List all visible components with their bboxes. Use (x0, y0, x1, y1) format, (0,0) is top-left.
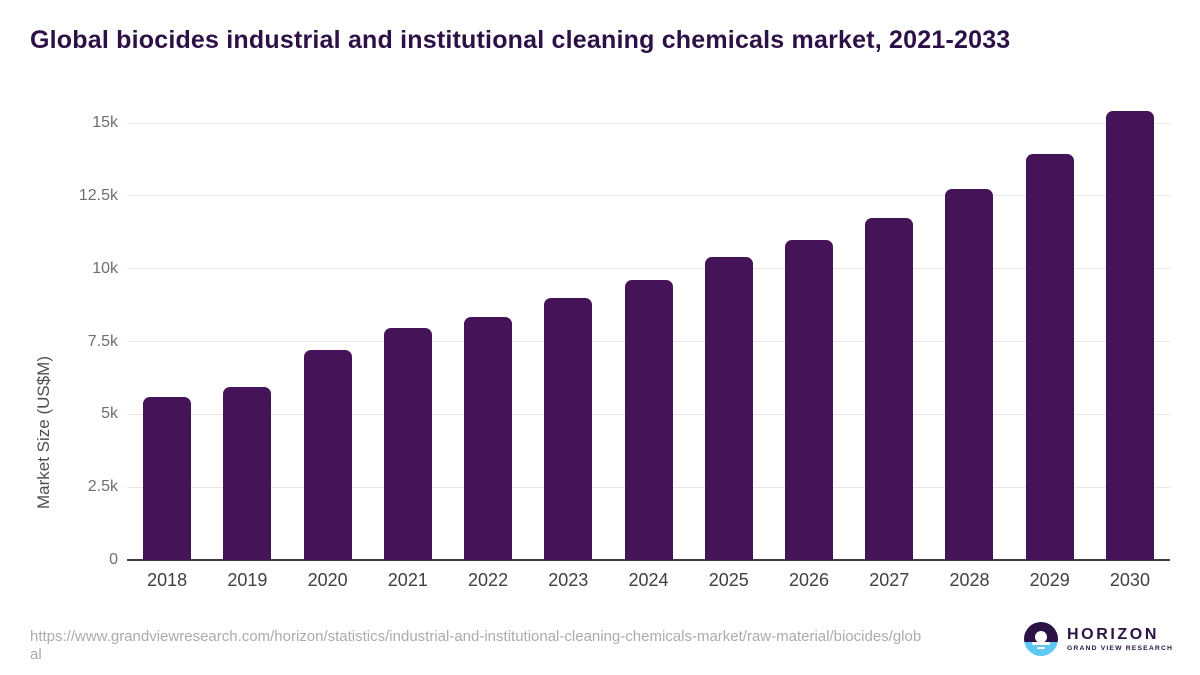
y-tick-label: 0 (109, 551, 118, 568)
x-tick-label: 2022 (468, 570, 509, 590)
horizon-logo-icon (1024, 622, 1058, 656)
bar (865, 218, 914, 560)
x-tick-label: 2020 (307, 570, 348, 590)
bar-slot (528, 100, 608, 560)
y-tick-label: 12.5k (78, 186, 118, 204)
chart-title: Global biocides industrial and instituti… (30, 26, 1011, 54)
bar-chart: Market Size (US$M) 0 2.5k 5k 7.5k 10k 12.5k 15… (0, 100, 1200, 600)
x-tick-label: 2024 (628, 570, 669, 590)
x-tick-label: 2030 (1109, 570, 1150, 590)
logo-name: HORIZON (1067, 626, 1159, 643)
logo-horizon-line (1032, 642, 1050, 645)
gridline (127, 122, 1170, 124)
x-tick-label: 2026 (788, 570, 830, 590)
gridline (127, 268, 1170, 270)
logo-text: HORIZON GRAND VIEW RESEARCH (1067, 626, 1173, 652)
y-tick-label: 2.5k (87, 478, 118, 496)
logo-subtitle: GRAND VIEW RESEARCH (1067, 645, 1174, 652)
bars-layer (127, 100, 1170, 560)
x-tick-label: 2029 (1029, 570, 1070, 590)
bar (303, 350, 352, 560)
y-tick-label: 10k (92, 259, 118, 277)
bar (464, 317, 513, 560)
y-tick-label: 15k (92, 114, 118, 131)
bar-slot (1010, 100, 1090, 560)
source-url: https://www.grandviewresearch.com/horizo… (30, 628, 922, 663)
bar (143, 397, 192, 560)
x-tick-label: 2028 (949, 570, 990, 590)
x-tick-label: 2021 (387, 570, 428, 590)
y-tick-label: 7.5k (87, 332, 118, 350)
bar (544, 298, 593, 560)
bar (383, 328, 432, 560)
bar (704, 257, 753, 560)
bar-slot (1090, 100, 1170, 560)
x-tick-label: 2027 (869, 570, 910, 590)
bar-slot (368, 100, 448, 560)
x-tick-label: 2023 (548, 570, 589, 590)
bar (1025, 154, 1074, 560)
x-tick-label: 2019 (227, 570, 268, 590)
logo-sun-dot (1035, 631, 1047, 643)
bar (223, 387, 272, 560)
plot-area (127, 100, 1170, 561)
logo-sea-half (1024, 642, 1058, 656)
y-tick-label: 5k (101, 405, 118, 423)
bar-slot (448, 100, 528, 560)
bar-slot (849, 100, 929, 560)
logo-reflection-dash (1037, 647, 1045, 649)
gridline (127, 195, 1170, 197)
bar (784, 240, 833, 560)
bar-slot (769, 100, 849, 560)
bar (624, 280, 673, 560)
bar-slot (608, 100, 688, 560)
footer: https://www.grandviewresearch.com/horizo… (0, 618, 1200, 675)
bar-slot (689, 100, 769, 560)
bar-slot (929, 100, 1009, 560)
x-axis-line (127, 559, 1170, 561)
bar-slot (207, 100, 287, 560)
bar-slot (287, 100, 367, 560)
x-tick-label: 2025 (708, 570, 749, 590)
bar (945, 189, 994, 560)
horizon-logo: HORIZON GRAND VIEW RESEARCH (1024, 622, 1173, 656)
bar (1105, 111, 1154, 560)
x-axis-labels: 2018 2019 2020 2021 2022 2023 2024 2025 2026 2027… (127, 570, 1170, 591)
bar-slot (127, 100, 207, 560)
x-tick-label: 2018 (147, 570, 188, 590)
